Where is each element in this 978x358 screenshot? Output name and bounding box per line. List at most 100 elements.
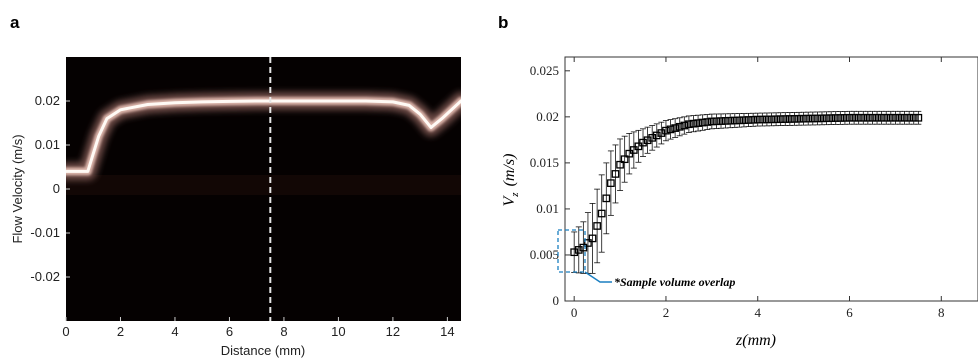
y-tick-label: -0.01 [30, 225, 60, 240]
data-point [873, 113, 881, 122]
y-tick-label: 0.015 [530, 155, 559, 170]
data-point [776, 115, 785, 124]
data-point [607, 179, 615, 187]
data-point [914, 113, 923, 122]
data-point [850, 113, 858, 122]
data-point [675, 122, 684, 131]
data-point [717, 117, 725, 125]
data-point [584, 239, 592, 247]
scatter-axes-box [564, 56, 978, 302]
x-tick-label: 14 [440, 324, 454, 339]
data-point [749, 115, 757, 124]
data-point [891, 113, 900, 122]
data-point [671, 124, 679, 132]
data-point [652, 131, 661, 140]
data-point [882, 113, 891, 122]
xlabel-symbol: z [735, 332, 743, 349]
x-tick-label: 2 [663, 305, 670, 320]
data-point [905, 113, 914, 122]
data-point [616, 160, 624, 169]
data-point [877, 113, 886, 122]
data-point [740, 116, 748, 125]
panel-b-letter: b [498, 13, 508, 32]
heatmap-panel: 0 2 4 6 8 10 12 14 0.02 0.01 0 -0.01 -0.02 [30, 57, 461, 339]
data-point [896, 113, 904, 122]
data-point [689, 119, 698, 128]
data-point [730, 116, 739, 125]
data-point [744, 116, 753, 124]
x-tick-label: 2 [117, 324, 124, 339]
velocity-ridge [66, 92, 461, 181]
panel-a-letter: a [10, 13, 20, 32]
data-point [827, 114, 836, 122]
data-point [886, 113, 895, 122]
data-point [666, 125, 675, 134]
data-point [639, 138, 647, 147]
x-tick-label: 6 [846, 305, 853, 320]
data-point [822, 114, 831, 123]
heatmap-noise-band [66, 175, 461, 195]
y-tick-label: 0.02 [35, 93, 60, 108]
y-tick-label: 0.005 [530, 247, 559, 262]
data-point [868, 113, 877, 122]
data-point [804, 114, 813, 123]
data-point [735, 116, 744, 125]
data-point [694, 119, 702, 127]
data-point [588, 234, 597, 243]
x-tick-label: 8 [280, 324, 287, 339]
data-point [620, 155, 629, 164]
data-points [570, 113, 923, 257]
data-point [685, 120, 693, 129]
panel-a-ylabel: Flow Velocity (m/s) [10, 134, 25, 243]
data-point [786, 115, 794, 123]
data-point [680, 121, 689, 130]
data-point [579, 243, 588, 252]
data-point [707, 117, 716, 126]
ylabel-unit: (m/s) [501, 154, 518, 187]
data-point [721, 117, 730, 125]
x-tick-label: 8 [938, 305, 945, 320]
data-point [657, 129, 666, 137]
data-point [841, 114, 849, 122]
data-point [758, 115, 767, 124]
data-point [799, 114, 808, 123]
data-point [574, 246, 583, 254]
data-point [611, 170, 620, 178]
data-point [712, 117, 721, 126]
data-point [909, 113, 918, 122]
data-point [726, 116, 735, 125]
ridge-core [66, 99, 461, 173]
ylabel-symbol: V [501, 194, 518, 206]
x-tick-label: 4 [171, 324, 178, 339]
data-point [570, 248, 579, 257]
data-point [648, 133, 657, 142]
data-point [662, 126, 670, 135]
data-point [808, 114, 817, 123]
data-point [813, 114, 822, 123]
data-point [772, 115, 780, 124]
data-point [831, 114, 840, 122]
data-point [818, 114, 826, 123]
panel-b-ylabel: Vz (m/s) [501, 154, 521, 207]
data-point [643, 136, 652, 145]
error-bars [571, 110, 922, 274]
data-point [859, 113, 868, 122]
data-point [795, 114, 803, 123]
x-tick-label: 6 [226, 324, 233, 339]
ylabel-subscript: z [509, 192, 521, 198]
data-point [836, 114, 845, 122]
panel-b-xlabel: z(mm) [735, 332, 776, 349]
annotation-leader-line [584, 271, 612, 283]
data-point [597, 209, 606, 218]
y-tick-label: 0.01 [35, 137, 60, 152]
data-point [900, 113, 909, 122]
svg-text:Vz(m/s): Vz (m/s) [501, 154, 521, 207]
y-tick-label: 0.02 [536, 109, 559, 124]
data-point [864, 113, 872, 122]
y-tick-label: -0.02 [30, 269, 60, 284]
data-point [781, 115, 790, 123]
y-tick-label: 0 [53, 181, 60, 196]
x-tick-label: 12 [386, 324, 400, 339]
x-tick-label: 0 [62, 324, 69, 339]
